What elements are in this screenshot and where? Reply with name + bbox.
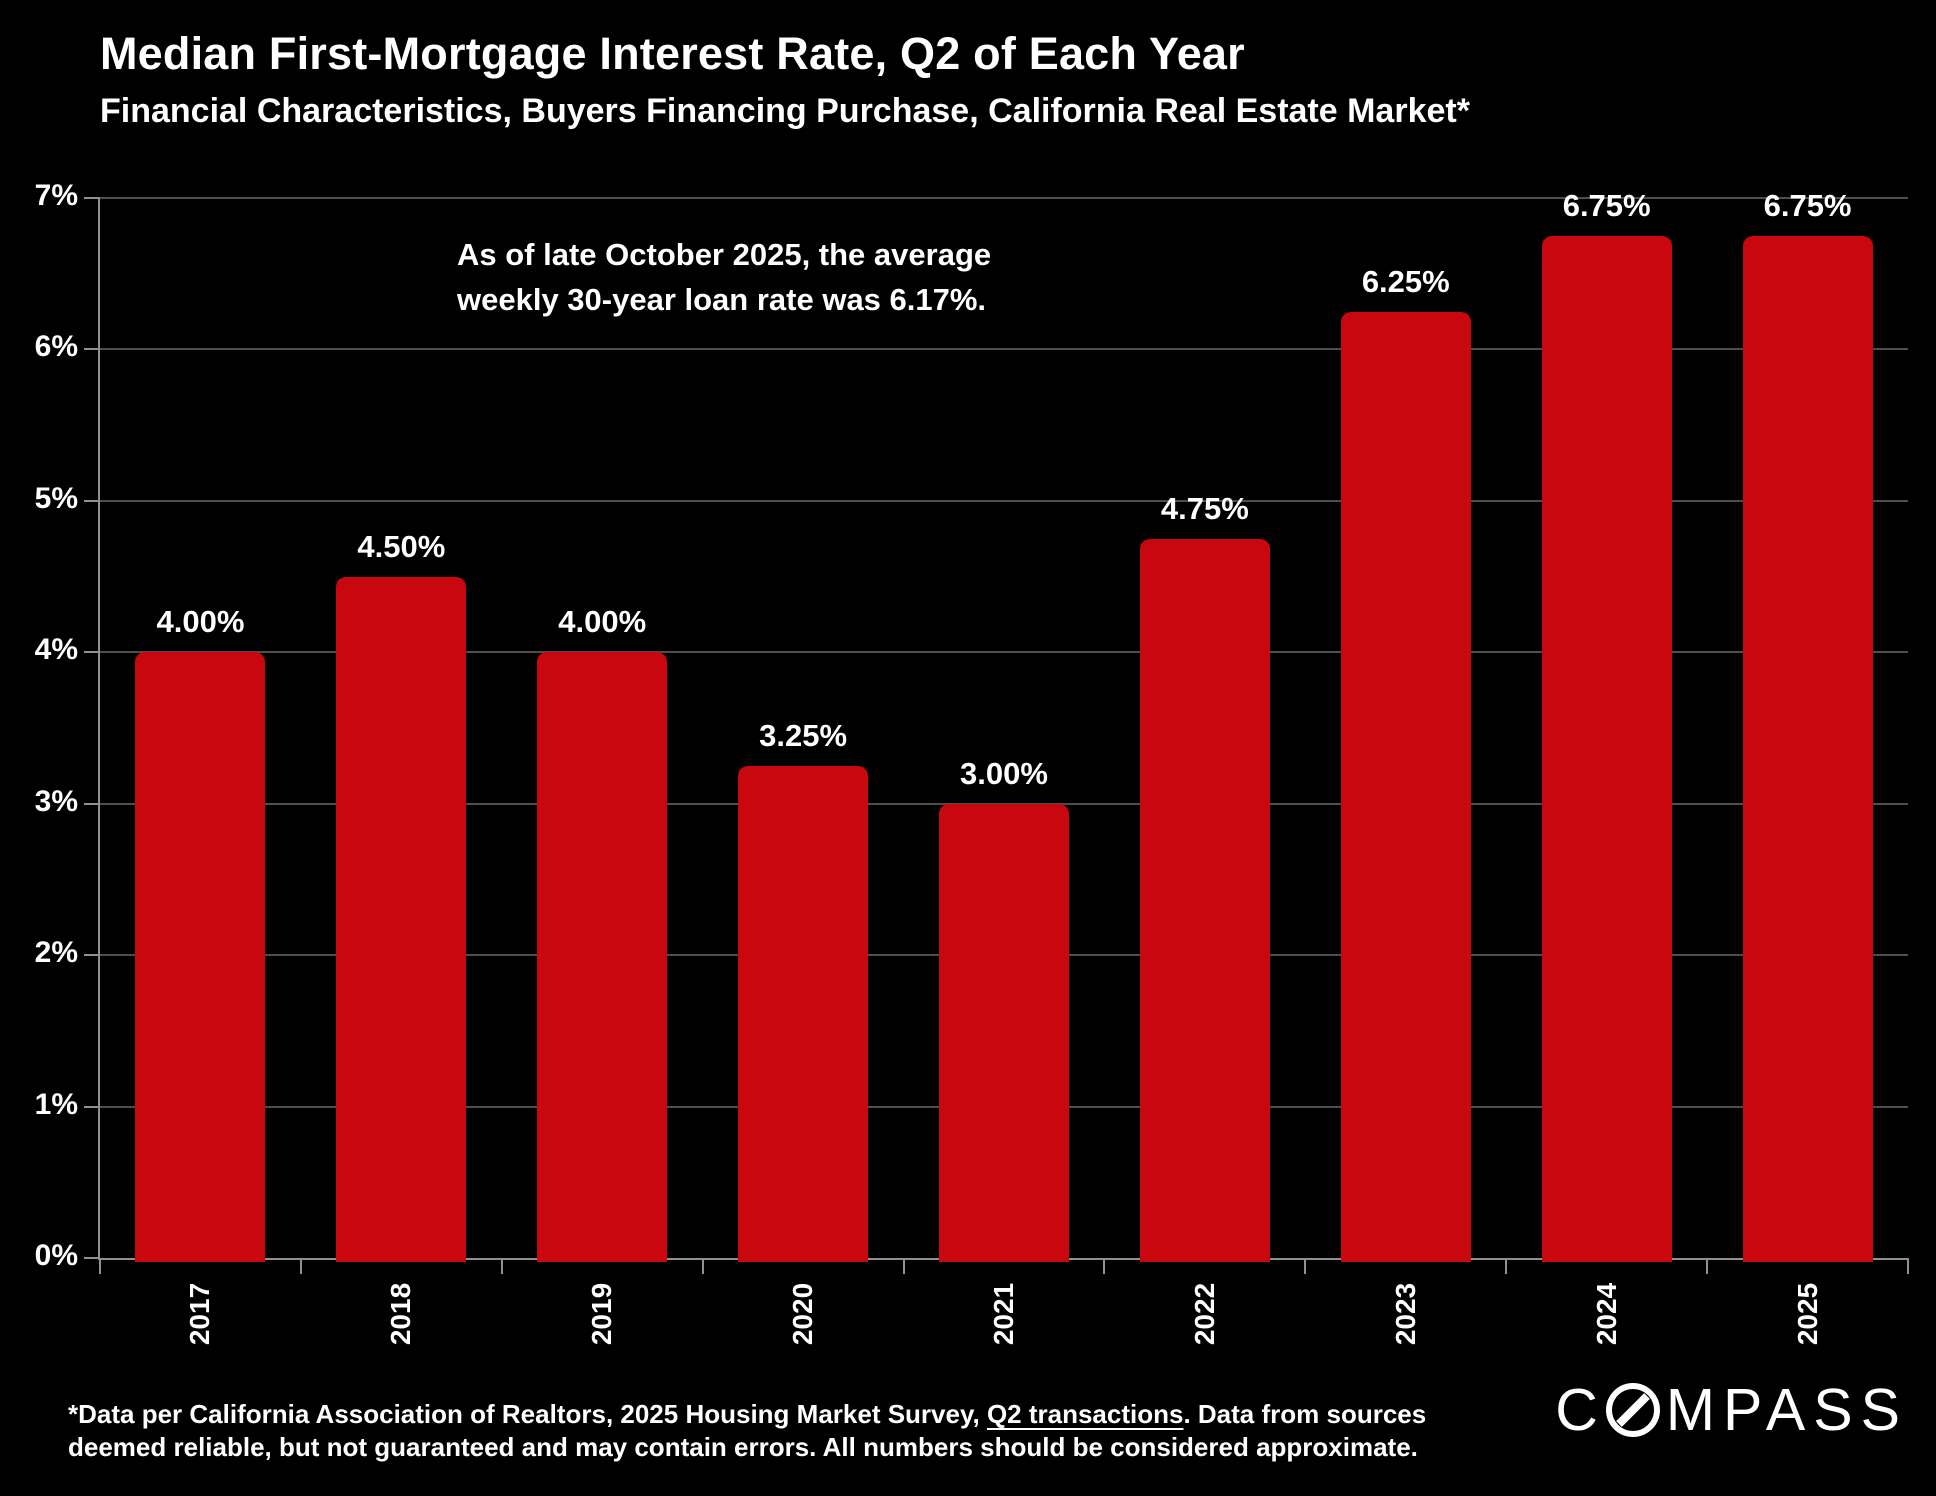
bar-2020 — [738, 765, 869, 1262]
x-axis-label: 2018 — [385, 1282, 417, 1346]
y-axis-label: 0% — [34, 1239, 78, 1272]
page-subtitle: Financial Characteristics, Buyers Financ… — [100, 92, 1470, 130]
gridline — [100, 348, 1908, 351]
annotation-line-1: As of late October 2025, the average — [457, 237, 992, 272]
bar-2019 — [537, 652, 668, 1262]
y-axis-label: 5% — [34, 481, 78, 515]
x-axis-tick — [99, 1258, 101, 1274]
bar-2018 — [336, 576, 467, 1262]
bar-value-label: 6.75% — [1763, 187, 1852, 223]
x-axis-label: 2019 — [586, 1282, 618, 1346]
y-axis-line — [98, 198, 100, 1260]
compass-o-icon — [1605, 1383, 1660, 1437]
footnote-line-2: deemed reliable, but not guaranteed and … — [68, 1432, 1418, 1462]
y-axis-tick — [84, 1257, 100, 1259]
x-axis-tick — [902, 1258, 905, 1274]
footnote-underlined-text: Q2 transactions — [986, 1399, 1184, 1429]
bar-value-label: 4.75% — [1160, 490, 1249, 526]
y-axis-tick — [84, 1105, 100, 1108]
y-axis-label: 7% — [34, 179, 78, 212]
bar-value-label: 6.25% — [1361, 263, 1450, 299]
y-axis-label: 3% — [34, 784, 78, 818]
bar-value-label: 4.00% — [156, 604, 245, 640]
footnote: *Data per California Association of Real… — [68, 1398, 1426, 1464]
x-axis-tick — [1907, 1258, 1909, 1274]
x-axis-label: 2022 — [1188, 1282, 1220, 1346]
x-axis-label: 2024 — [1590, 1282, 1622, 1346]
x-axis-tick — [500, 1258, 503, 1274]
bar-value-label: 4.00% — [558, 604, 647, 640]
logo-letter-c: C — [1555, 1377, 1606, 1443]
bar-value-label: 3.00% — [960, 755, 1048, 791]
bar-2021 — [939, 803, 1069, 1262]
gridline — [100, 499, 1908, 502]
x-axis-tick — [1505, 1258, 1508, 1274]
y-axis-tick — [84, 499, 100, 502]
gridline — [100, 197, 1908, 199]
bar-2022 — [1139, 538, 1270, 1262]
y-axis-tick — [84, 348, 100, 351]
y-axis-label: 4% — [34, 633, 78, 667]
page-title: Median First-Mortgage Interest Rate, Q2 … — [100, 28, 1245, 79]
bar-value-label: 4.50% — [357, 528, 446, 564]
bar-2023 — [1340, 311, 1471, 1262]
x-axis-tick — [701, 1258, 704, 1274]
bar-value-label: 6.75% — [1562, 187, 1651, 223]
bar-2024 — [1541, 235, 1672, 1262]
gridline — [100, 651, 1908, 654]
annotation-line-2: weekly 30-year loan rate was 6.17%. — [457, 282, 987, 317]
y-axis-label: 2% — [34, 936, 78, 970]
x-axis-label: 2023 — [1389, 1282, 1421, 1346]
x-axis-label: 2020 — [787, 1282, 819, 1346]
bar-2017 — [135, 652, 266, 1262]
x-axis-tick — [1706, 1258, 1709, 1274]
chart-annotation: As of late October 2025, the average wee… — [457, 232, 991, 322]
logo-letters-mpass: MPASS — [1665, 1377, 1908, 1443]
y-axis-tick — [84, 651, 100, 654]
y-axis-label: 1% — [34, 1087, 78, 1121]
y-axis-tick — [84, 197, 100, 199]
bar-value-label: 3.25% — [759, 717, 848, 753]
x-axis-label: 2021 — [988, 1282, 1019, 1346]
x-axis-label: 2025 — [1791, 1282, 1823, 1346]
y-axis-tick — [84, 802, 100, 805]
footnote-line-1: *Data per California Association of Real… — [68, 1399, 1427, 1429]
y-axis-label: 6% — [34, 330, 78, 364]
x-axis-tick — [1103, 1258, 1106, 1274]
x-axis-tick — [299, 1258, 302, 1274]
x-axis-tick — [1304, 1258, 1307, 1274]
x-axis-label: 2017 — [184, 1282, 216, 1346]
compass-logo: C MPASS — [1555, 1376, 1908, 1444]
y-axis-tick — [84, 954, 100, 957]
bar-2025 — [1742, 235, 1873, 1262]
